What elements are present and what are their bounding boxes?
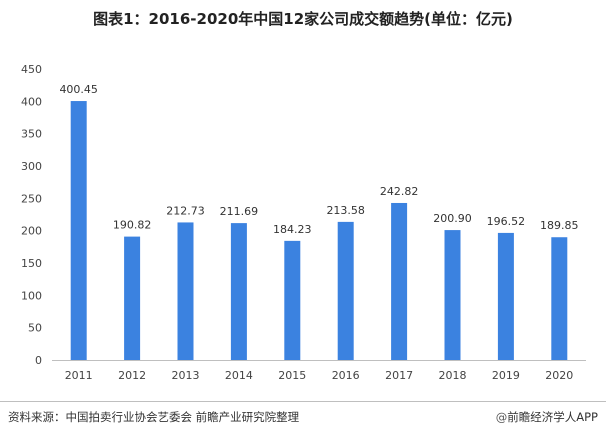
y-tick-label: 250	[21, 192, 42, 205]
data-labels: 400.45 190.82 212.73 211.69 184.23 213.58 242.…	[59, 83, 578, 236]
bar-2020	[551, 237, 568, 360]
y-tick-label: 100	[21, 289, 42, 302]
bar-2019	[497, 232, 514, 360]
chart-title: 图表1：2016-2020年中国12家公司成交额趋势(单位：亿元)	[93, 10, 513, 28]
bar-2015	[284, 240, 301, 360]
data-label-2012: 190.82	[113, 219, 152, 232]
data-label-2015: 184.23	[273, 223, 312, 236]
data-label-2018: 200.90	[433, 212, 472, 225]
data-label-2013: 212.73	[166, 204, 205, 217]
y-tick-label: 400	[21, 95, 42, 108]
x-tick-label-2015: 2015	[278, 369, 306, 382]
bar-series	[70, 101, 568, 360]
x-axis: 2011 2012 2013 2014 2015 2016 2017 2018 2019 2020	[52, 360, 586, 382]
x-tick-label-2019: 2019	[492, 369, 520, 382]
brand-credit: @前瞻经济学人APP	[496, 409, 598, 425]
source-note: 资料来源：中国拍卖行业协会艺委会 前瞻产业研究院整理	[8, 410, 300, 424]
y-tick-label: 150	[21, 257, 42, 270]
x-tick-label-2018: 2018	[439, 369, 467, 382]
x-tick-label-2012: 2012	[118, 369, 146, 382]
y-tick-label: 200	[21, 225, 42, 238]
y-tick-label: 0	[35, 354, 42, 367]
y-axis: 0 50 100 150 200 250 300 350 400 450	[21, 63, 42, 367]
x-tick-label-2016: 2016	[332, 369, 360, 382]
data-label-2020: 189.85	[540, 219, 579, 232]
x-tick-label-2020: 2020	[545, 369, 573, 382]
bar-2017	[391, 202, 408, 360]
y-tick-label: 350	[21, 128, 42, 141]
bar-2011	[70, 101, 87, 360]
x-tick-label-2014: 2014	[225, 369, 253, 382]
data-label-2011: 400.45	[59, 83, 98, 96]
footer-divider	[0, 401, 606, 402]
data-label-2016: 213.58	[326, 204, 365, 217]
y-tick-label: 50	[28, 322, 42, 335]
bar-chart: 0 50 100 150 200 250 300 350 400 450 400.45 190.82…	[21, 63, 586, 382]
y-tick-label: 300	[21, 160, 42, 173]
bar-2018	[444, 230, 461, 360]
bar-2012	[124, 236, 141, 360]
x-tick-label-2017: 2017	[385, 369, 413, 382]
brand-name: 前瞻经济学人APP	[507, 410, 598, 424]
at-symbol: @	[495, 410, 508, 424]
data-label-2019: 196.52	[487, 215, 526, 228]
bar-2016	[337, 221, 354, 360]
x-tick-label-2013: 2013	[172, 369, 200, 382]
data-label-2014: 211.69	[220, 205, 259, 218]
data-label-2017: 242.82	[380, 185, 419, 198]
y-tick-label: 450	[21, 63, 42, 76]
bar-2013	[177, 222, 194, 360]
bar-2014	[230, 223, 247, 360]
x-tick-label-2011: 2011	[65, 369, 93, 382]
